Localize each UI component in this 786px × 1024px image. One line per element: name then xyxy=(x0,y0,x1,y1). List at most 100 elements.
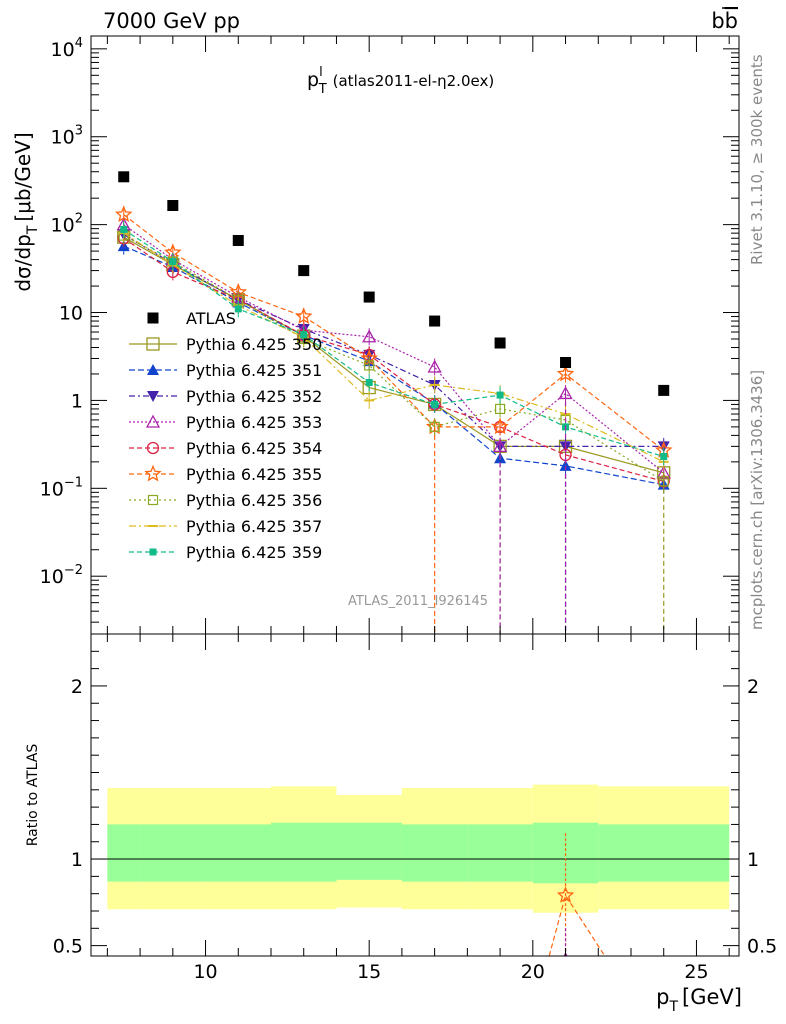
ratio-x-axis: 10 15 20 25 xyxy=(106,634,730,983)
ratio-y-tick-label-left: 1 xyxy=(71,849,83,871)
series-point xyxy=(364,360,375,371)
series-point xyxy=(491,417,509,435)
legend-marker xyxy=(147,364,159,375)
ratio-band-inner xyxy=(271,822,337,882)
x-tick-label: 10 xyxy=(193,961,217,983)
main-y-tick-label-base: 10 xyxy=(51,127,75,149)
ratio-band-inner xyxy=(107,824,141,882)
main-y-tick-label: 104 xyxy=(51,36,83,61)
legend-label: Pythia 6.425 350 xyxy=(186,335,322,354)
main-y-tick-label: 102 xyxy=(51,212,83,237)
legend-marker xyxy=(145,414,161,428)
plot-title-sub: T xyxy=(318,82,327,97)
ratio-y-axis: 0.5 0.5 1 1 2 2 xyxy=(53,650,777,958)
x-axis-label-main: p xyxy=(656,985,669,1009)
header-channel: bb xyxy=(711,9,738,33)
ratio-y-tick-label-left: 0.5 xyxy=(53,936,83,958)
main-y-tick-label: 10−2 xyxy=(40,563,83,588)
ratio-band-inner xyxy=(467,824,533,882)
legend-item-atlas: ATLAS xyxy=(147,309,236,328)
header-channel-b: b xyxy=(711,9,724,33)
ratio-y-tick-label-right: 1 xyxy=(747,849,759,871)
plot-title-rest: (atlas2011-el-η2.0ex) xyxy=(333,72,495,90)
analysis-watermark: ATLAS_2011_I926145 xyxy=(348,594,488,609)
ratio-band-inner xyxy=(401,824,468,882)
main-y-tick-label-base: 10 xyxy=(51,39,75,61)
series-line xyxy=(123,224,665,474)
series-point xyxy=(556,364,575,382)
main-y-tick-label-base: 10 xyxy=(40,566,64,588)
x-tick-label: 25 xyxy=(684,961,708,983)
main-ylabel-main: dσ/dp xyxy=(11,234,35,292)
legend-label: Pythia 6.425 353 xyxy=(186,413,322,432)
series-point xyxy=(234,305,242,313)
ratio-frame xyxy=(90,633,740,957)
main-plot-contents xyxy=(115,171,673,634)
ratio-y-tick-label-left: 2 xyxy=(71,676,83,698)
main-y-tick-label-exp: −2 xyxy=(64,563,83,578)
atlas-point xyxy=(167,200,179,212)
ratio-band-inner xyxy=(140,824,206,882)
side-label-rivet: Rivet 3.1.10, ≥ 300k events xyxy=(748,54,766,265)
plot-title-main: p xyxy=(307,69,319,91)
series-point xyxy=(559,459,572,471)
legend-label: Pythia 6.425 355 xyxy=(186,465,322,484)
main-y-tick-label: 10 xyxy=(59,303,83,325)
legend-label: Pythia 6.425 359 xyxy=(186,543,322,562)
legend-label: Pythia 6.425 356 xyxy=(186,491,322,510)
header-channel-bbar: b xyxy=(725,9,738,33)
legend-item: Pythia 6.425 355 xyxy=(129,464,322,484)
legend-item: Pythia 6.425 359 xyxy=(129,543,322,562)
legend-marker xyxy=(147,494,159,506)
series-point xyxy=(431,400,439,408)
ratio-plot-contents xyxy=(91,784,739,956)
main-y-tick-label: 103 xyxy=(51,124,83,149)
series-point xyxy=(365,378,373,386)
ratio-band-inner xyxy=(205,824,271,882)
ratio-series-line xyxy=(548,893,606,956)
legend-label: Pythia 6.425 354 xyxy=(186,439,322,458)
legend-item: Pythia 6.425 350 xyxy=(129,335,322,354)
series-point xyxy=(120,226,128,234)
legend-label-atlas: ATLAS xyxy=(186,309,236,328)
legend-item: Pythia 6.425 351 xyxy=(129,361,322,380)
main-y-tick-label-exp: 2 xyxy=(75,212,83,227)
legend-marker xyxy=(146,337,160,351)
legend-marker xyxy=(149,548,157,556)
series-point xyxy=(660,453,668,461)
legend-item: Pythia 6.425 354 xyxy=(129,439,322,458)
atlas-point xyxy=(658,384,670,396)
series-line xyxy=(123,234,664,447)
plot-title-sup: l xyxy=(319,65,323,80)
side-label-mcplots: mcplots.cern.ch [arXiv:1306.3436] xyxy=(748,370,766,630)
atlas-point xyxy=(232,234,244,246)
ratio-y-tick-label-right: 0.5 xyxy=(747,936,777,958)
main-y-tick-label-base: 10 xyxy=(51,215,75,237)
ratio-ylabel: Ratio to ATLAS xyxy=(25,744,41,847)
series-point xyxy=(496,391,504,399)
main-x-axis xyxy=(106,36,730,634)
legend-label: Pythia 6.425 352 xyxy=(186,387,322,406)
atlas-point xyxy=(118,171,130,183)
main-ylabel-sub: T xyxy=(25,225,41,235)
main-y-tick-label-exp: −1 xyxy=(64,475,83,490)
atlas-point xyxy=(429,315,441,327)
plot-title: pl T (atlas2011-el-η2.0ex) xyxy=(307,65,494,97)
legend-item: Pythia 6.425 352 xyxy=(129,387,322,406)
atlas-point xyxy=(363,291,375,303)
legend-item: Pythia 6.425 353 xyxy=(129,413,322,432)
series-point xyxy=(362,329,377,343)
ratio-band-inner xyxy=(336,822,402,880)
x-tick-label: 15 xyxy=(357,961,381,983)
main-y-tick-label-base: 10 xyxy=(40,478,64,500)
series-point xyxy=(300,331,308,339)
main-y-tick-label-exp: 3 xyxy=(75,124,83,139)
main-y-tick-label-exp: 4 xyxy=(75,36,83,51)
series-point xyxy=(295,307,313,324)
ratio-panel: 0.5 0.5 1 1 2 2 10 15 20 25 xyxy=(53,633,777,983)
main-y-tick-label: 10−1 xyxy=(40,475,83,500)
legend-label: Pythia 6.425 357 xyxy=(186,517,322,536)
